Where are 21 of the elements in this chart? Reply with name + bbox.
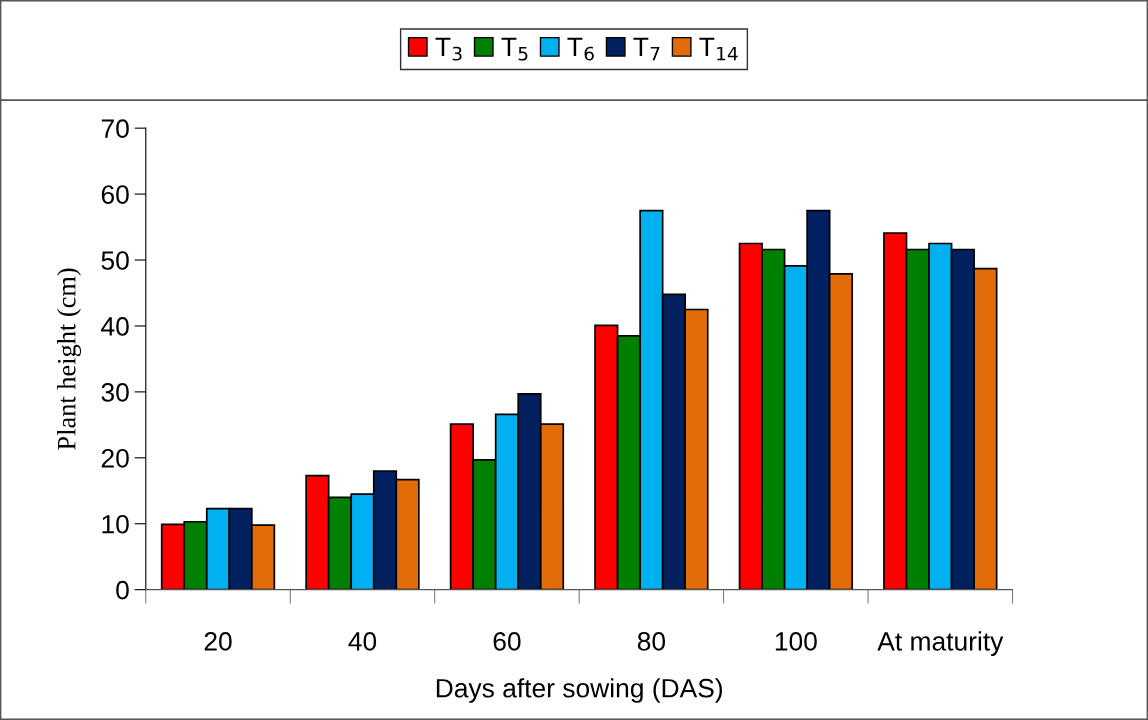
x-tick-label: 40 xyxy=(348,632,377,651)
y-tick-label: 50 xyxy=(101,251,129,270)
y-axis-title: Plant height (cm) xyxy=(57,268,82,450)
legend-label: T$_{14}$ xyxy=(699,37,738,61)
x-tick-label: 20 xyxy=(204,632,232,651)
legend-label: T$_{5}$ xyxy=(501,37,528,61)
x-tick-label: At maturity xyxy=(877,631,1004,656)
legend-label: T$_{7}$ xyxy=(633,37,660,61)
y-tick-label: 30 xyxy=(101,383,129,402)
y-tick-label: 0 xyxy=(116,580,129,600)
x-tick-label: 80 xyxy=(637,632,666,651)
x-tick-label: 60 xyxy=(493,632,521,651)
x-tick-label: 100 xyxy=(775,632,817,651)
y-tick-label: 10 xyxy=(102,514,129,534)
y-tick-label: 60 xyxy=(101,185,129,204)
y-tick-label: 40 xyxy=(101,317,129,336)
y-tick-label: 20 xyxy=(101,448,129,468)
legend-label: T$_{6}$ xyxy=(567,37,594,61)
x-axis-title: Days after sowing (DAS) xyxy=(436,678,722,703)
y-tick-label: 70 xyxy=(101,119,129,138)
legend-label: T$_{3}$ xyxy=(435,37,462,61)
